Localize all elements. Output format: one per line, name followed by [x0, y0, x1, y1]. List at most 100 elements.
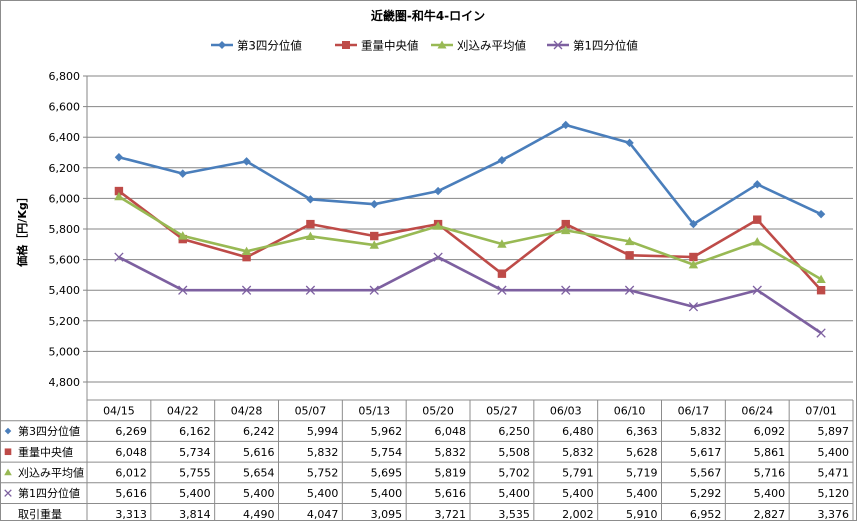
point-s1-11 — [816, 286, 826, 295]
point-s3-9 — [688, 302, 699, 312]
table-cell-0-2: 6,242 — [243, 425, 275, 438]
point-s3-5 — [433, 252, 443, 262]
table-cell-0-9: 5,832 — [690, 425, 722, 438]
table-cell-weight-10: 2,827 — [754, 508, 786, 520]
point-s3-10 — [752, 285, 762, 295]
table-cell-2-7: 5,791 — [562, 466, 594, 479]
x-tick-label-9: 06/17 — [678, 404, 710, 417]
point-s1-4 — [370, 231, 379, 241]
point-s0-11 — [816, 209, 826, 219]
y-tick-label-5800: 5,800 — [49, 223, 81, 236]
point-s2-1 — [178, 231, 188, 240]
table-row-label-weight: 取引重量 — [18, 507, 62, 520]
table-cell-3-5: 5,616 — [435, 487, 467, 500]
point-s2-8 — [624, 236, 635, 246]
legend-marker-1 — [342, 41, 350, 49]
table-cell-3-11: 5,120 — [818, 487, 850, 500]
table-cell-1-2: 5,616 — [243, 446, 275, 459]
table-cell-weight-9: 6,952 — [690, 508, 722, 520]
table-cell-0-7: 6,480 — [562, 425, 594, 438]
point-s3-3 — [305, 285, 316, 295]
chart-title: 近畿圏-和牛4-ロイン — [371, 8, 485, 23]
point-s0-0 — [114, 153, 124, 162]
table-cell-1-0: 6,048 — [115, 446, 147, 459]
table-cell-weight-2: 4,490 — [243, 508, 275, 520]
table-cell-3-0: 5,616 — [115, 487, 147, 500]
table-row-label-2: 刈込み平均値 — [18, 466, 84, 479]
table-cell-0-10: 6,092 — [754, 425, 786, 438]
legend-label-0: 第3四分位値 — [237, 39, 302, 53]
table-cell-2-5: 5,819 — [435, 466, 467, 479]
table-cell-weight-7: 2,002 — [562, 508, 594, 520]
legend-marker-3 — [553, 40, 563, 50]
table-row-label-3: 第1四分位値 — [18, 486, 80, 500]
point-s3-8 — [624, 285, 635, 295]
table-cell-0-1: 6,162 — [179, 425, 211, 438]
point-s3-4 — [369, 285, 379, 295]
point-s3-1 — [178, 285, 188, 295]
y-tick-label-5200: 5,200 — [49, 315, 81, 328]
table-cell-3-1: 5,400 — [179, 487, 211, 500]
legend-marker-0 — [218, 41, 226, 49]
table-cell-weight-5: 3,721 — [435, 508, 467, 520]
series-line-3 — [118, 255, 822, 335]
y-tick-label-6800: 6,800 — [49, 70, 81, 83]
point-s2-5 — [433, 221, 443, 230]
point-s2-7 — [561, 225, 571, 235]
table-key-0 — [4, 427, 12, 435]
point-s1-6 — [497, 269, 507, 278]
point-s2-4 — [369, 240, 379, 249]
point-s0-3 — [306, 195, 315, 204]
table-cell-weight-11: 3,376 — [818, 508, 850, 520]
point-s3-0 — [114, 252, 124, 262]
table-cell-1-1: 5,734 — [179, 446, 211, 459]
point-s2-6 — [497, 239, 507, 248]
table-cell-0-0: 6,269 — [115, 425, 147, 438]
point-s0-7 — [561, 120, 570, 130]
table-cell-1-9: 5,617 — [690, 446, 722, 459]
y-tick-label-6000: 6,000 — [49, 192, 81, 205]
point-s3-7 — [561, 285, 571, 295]
legend-label-2: 刈込み平均値 — [457, 39, 526, 53]
table-cell-weight-3: 4,047 — [307, 508, 339, 520]
x-tick-label-7: 06/03 — [550, 404, 582, 417]
table-cell-1-10: 5,861 — [754, 446, 786, 459]
point-s2-11 — [816, 274, 826, 284]
y-tick-label-6200: 6,200 — [49, 162, 81, 175]
table-cell-0-8: 6,363 — [626, 425, 658, 438]
legend-label-3: 第1四分位値 — [573, 39, 638, 53]
point-s1-0 — [114, 186, 124, 196]
y-axis-label: 価格［円/Kg］ — [15, 191, 29, 267]
table-cell-weight-8: 5,910 — [626, 508, 658, 520]
table-cell-0-4: 5,962 — [371, 425, 403, 438]
point-s0-1 — [178, 169, 187, 178]
y-tick-label-5600: 5,600 — [49, 254, 81, 267]
legend-label-1: 重量中央値 — [361, 39, 419, 53]
table-cell-2-1: 5,755 — [179, 466, 211, 479]
point-s1-3 — [306, 219, 315, 229]
table-cell-3-6: 5,400 — [498, 487, 530, 500]
table-cell-2-0: 6,012 — [115, 466, 147, 479]
table-cell-1-4: 5,754 — [371, 446, 403, 459]
table-cell-2-10: 5,716 — [754, 466, 786, 479]
table-key-3 — [4, 489, 12, 497]
point-s1-2 — [242, 252, 251, 262]
table-cell-2-9: 5,567 — [690, 466, 722, 479]
point-s0-6 — [497, 155, 507, 165]
point-s0-9 — [689, 219, 698, 229]
series-line-0 — [118, 123, 822, 226]
table-row-label-1: 重量中央値 — [18, 445, 73, 459]
table-cell-1-8: 5,628 — [626, 446, 658, 459]
y-tick-label-4800: 4,800 — [49, 376, 81, 389]
point-s1-7 — [561, 219, 570, 229]
point-s3-2 — [241, 285, 252, 295]
point-s0-5 — [433, 186, 443, 196]
table-cell-2-8: 5,719 — [626, 466, 658, 479]
x-tick-label-5: 05/20 — [422, 404, 454, 417]
table-cell-2-3: 5,752 — [307, 466, 339, 479]
point-s2-3 — [305, 231, 316, 241]
table-cell-weight-1: 3,814 — [179, 508, 211, 520]
y-tick-label-6400: 6,400 — [49, 131, 81, 144]
x-tick-label-4: 05/13 — [358, 404, 390, 417]
